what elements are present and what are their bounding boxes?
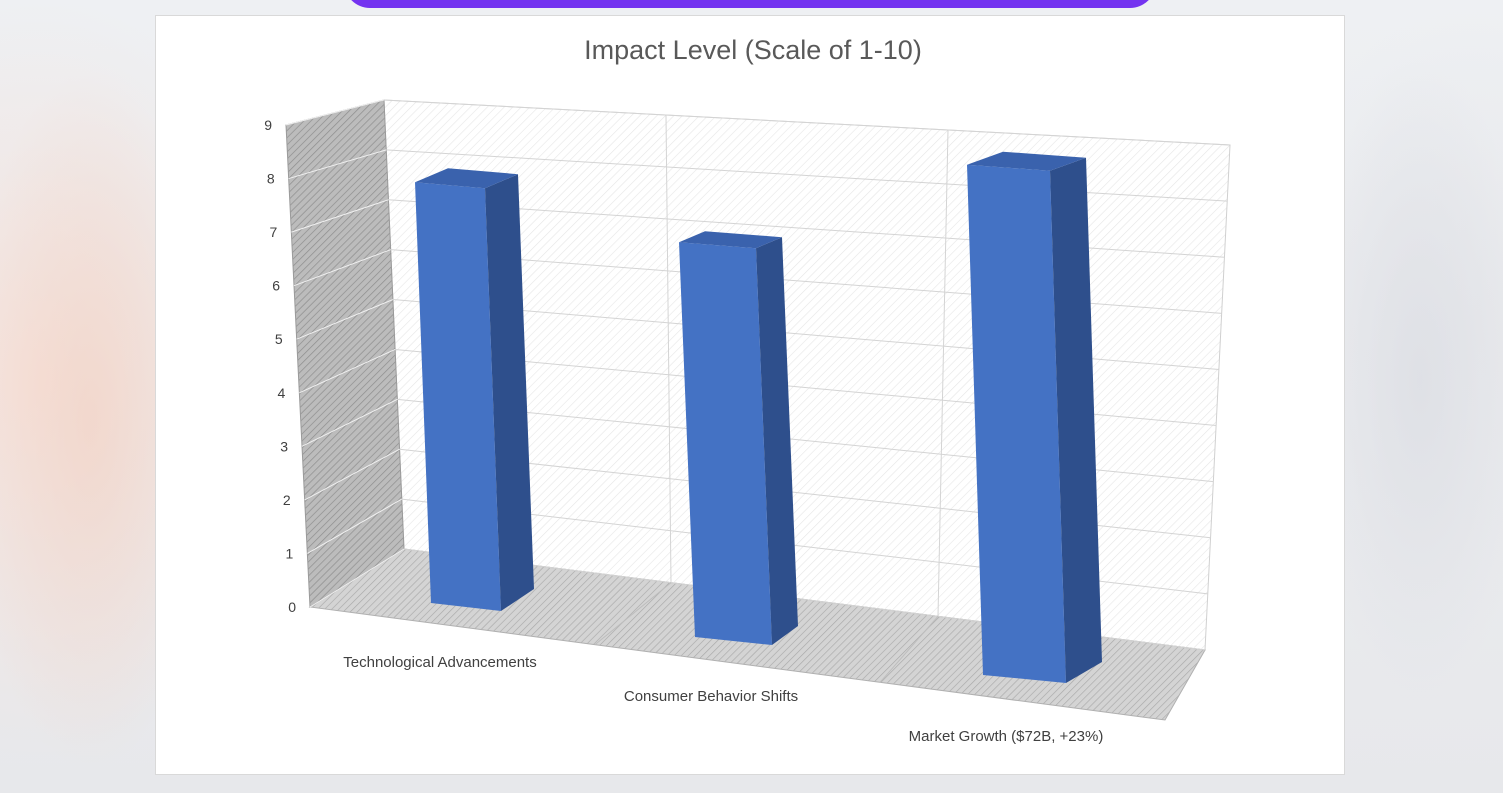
category-gridline — [937, 129, 949, 617]
y-tick-label: 5 — [275, 331, 283, 347]
y-tick-label: 7 — [270, 224, 278, 240]
chart-title: Impact Level (Scale of 1-10) — [584, 35, 922, 65]
top-banner — [344, 0, 1156, 8]
y-tick-label: 8 — [267, 171, 275, 187]
side-wall-gridlines — [285, 99, 405, 608]
side-gridline — [307, 498, 403, 554]
bar-top-face — [967, 151, 1086, 171]
y-tick-label: 9 — [264, 117, 272, 133]
y-tick-label: 3 — [280, 438, 288, 454]
bar-front-face — [967, 164, 1066, 683]
gridline — [383, 99, 1231, 146]
y-tick-label: 2 — [283, 492, 291, 508]
side-gridline — [288, 149, 387, 180]
bars — [415, 151, 1102, 683]
y-tick-label: 4 — [278, 385, 286, 401]
x-axis: Technological Advancements Consumer Behav… — [343, 654, 1103, 745]
bar-front-face — [415, 182, 501, 611]
bar-side-face — [756, 237, 798, 645]
category-gridline — [665, 114, 672, 583]
bar-side-face — [1050, 157, 1102, 683]
side-gridline — [301, 398, 398, 447]
bar-top-face — [679, 231, 782, 249]
x-category-label: Consumer Behavior Shifts — [624, 688, 798, 705]
y-tick-label: 1 — [286, 545, 294, 561]
side-gridline — [291, 199, 389, 233]
bar — [415, 168, 534, 611]
side-gridline — [296, 299, 394, 340]
bar — [967, 151, 1102, 683]
y-tick-label: 0 — [288, 599, 296, 615]
side-gridline — [293, 249, 391, 287]
side-gridline — [285, 99, 385, 126]
bar-front-face — [679, 242, 772, 645]
y-axis: 0 1 2 3 4 5 6 7 8 9 — [264, 117, 296, 615]
y-tick-label: 6 — [272, 278, 280, 294]
x-category-label: Technological Advancements — [343, 654, 536, 671]
side-gridline — [304, 448, 400, 501]
floor-divider — [879, 616, 939, 683]
bar-top-face — [415, 168, 518, 189]
bar-side-face — [485, 174, 534, 611]
side-gridline — [309, 548, 405, 608]
side-gridline — [299, 348, 396, 394]
bar — [679, 231, 798, 645]
floor-divider — [594, 582, 672, 646]
x-category-label: Market Growth ($72B, +23%) — [909, 728, 1104, 745]
